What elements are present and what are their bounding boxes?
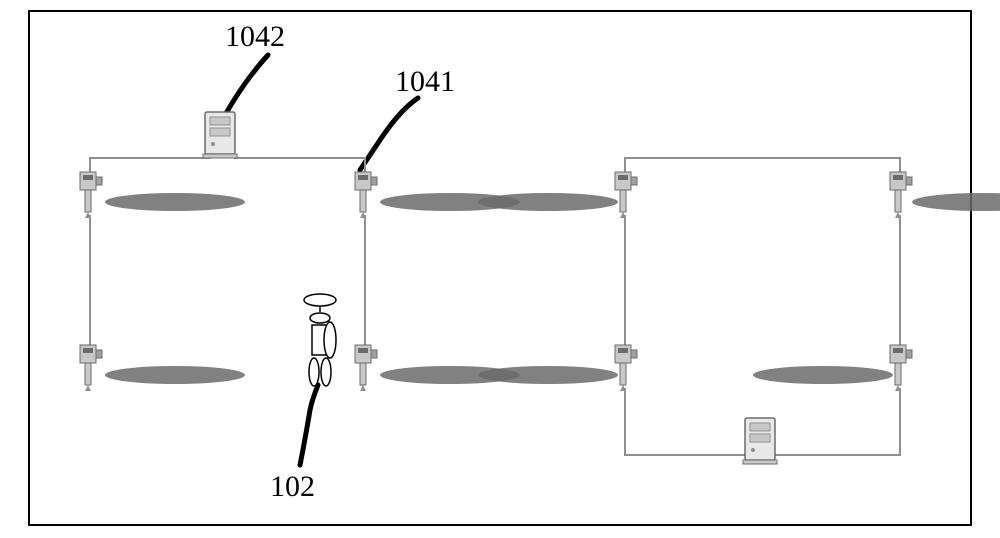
diagram-canvas: 1042 1041 102 [0,0,1000,538]
frame-border [28,10,972,526]
label-102: 102 [270,470,315,504]
label-1041: 1041 [395,65,455,99]
label-1042: 1042 [225,20,285,54]
